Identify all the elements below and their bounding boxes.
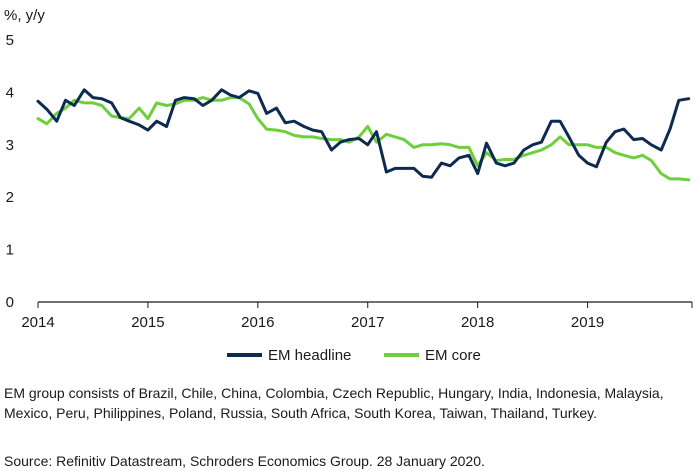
legend-label-em-core: EM core bbox=[425, 347, 481, 364]
y-tick-label-5: 5 bbox=[6, 32, 14, 49]
series-line-em-core bbox=[36, 96, 691, 182]
y-tick-label-4: 4 bbox=[6, 84, 14, 101]
y-tick-label-2: 2 bbox=[6, 189, 14, 206]
x-tick-label-2019: 2019 bbox=[571, 314, 604, 331]
series-lines bbox=[36, 88, 691, 182]
x-tick-label-2016: 2016 bbox=[241, 314, 274, 331]
x-axis-ticks: 2014 2015 2016 2017 2018 2019 bbox=[21, 302, 693, 331]
source-note: Source: Refinitiv Datastream, Schroders … bbox=[4, 453, 485, 469]
legend: EM headline EM core bbox=[227, 347, 481, 364]
line-chart: %, y/y 0 1 2 3 4 5 2014 2015 2016 2017 2018 2019 E… bbox=[4, 7, 693, 364]
footnote-em-group: EM group consists of Brazil, Chile, Chin… bbox=[4, 385, 664, 421]
x-tick-label-2014: 2014 bbox=[21, 314, 54, 331]
legend-label-em-headline: EM headline bbox=[268, 347, 351, 364]
x-tick-label-2015: 2015 bbox=[131, 314, 164, 331]
x-tick-label-2018: 2018 bbox=[461, 314, 494, 331]
x-tick-label-2017: 2017 bbox=[351, 314, 384, 331]
y-tick-label-0: 0 bbox=[6, 294, 14, 311]
y-tick-label-3: 3 bbox=[6, 137, 14, 154]
y-tick-label-1: 1 bbox=[6, 242, 14, 259]
y-axis-label: %, y/y bbox=[4, 7, 45, 24]
y-axis-ticks: 0 1 2 3 4 5 bbox=[6, 32, 14, 311]
series-line-em-headline bbox=[36, 88, 691, 179]
